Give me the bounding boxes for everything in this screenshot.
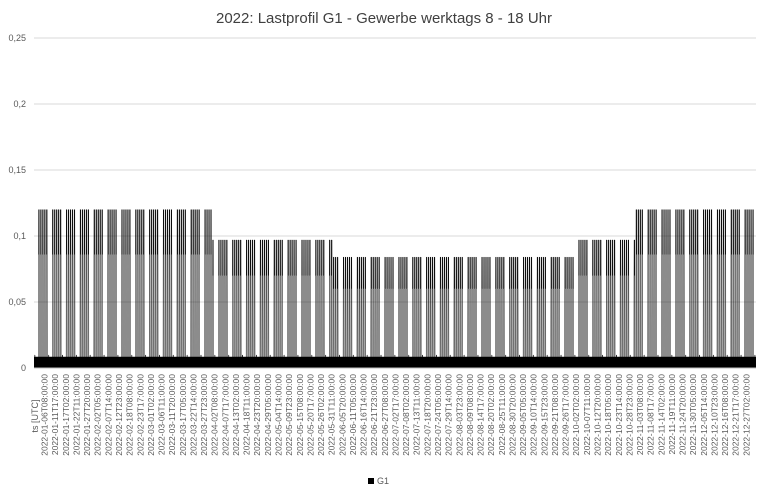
x-tick-label: 2022-07-02T17:00:00 bbox=[390, 374, 400, 456]
legend: G1 bbox=[368, 476, 389, 486]
x-tick-label: 2022-04-29T05:00:00 bbox=[263, 374, 273, 456]
x-tick-label: 2022-06-27T08:00:00 bbox=[380, 374, 390, 456]
x-tick-label: 2022-03-17T05:00:00 bbox=[178, 374, 188, 456]
x-tick-label: 2022-10-23T14:00:00 bbox=[614, 374, 624, 456]
x-tick-label: 2022-07-18T20:00:00 bbox=[422, 374, 432, 456]
x-tick-label: 2022-06-11T05:00:00 bbox=[348, 374, 358, 455]
x-tick-label: 2022-11-24T20:00:00 bbox=[678, 374, 688, 455]
y-axis-ticks: 0 0,05 0,1 0,15 0,2 0,25 bbox=[8, 33, 26, 373]
y-tick-label: 0,15 bbox=[8, 165, 26, 175]
x-tick-label: 2022-02-02T05:00:00 bbox=[93, 374, 103, 456]
series-base-band-g1 bbox=[34, 356, 756, 368]
x-tick-label: 2022-08-03T23:00:00 bbox=[454, 374, 464, 456]
x-tick-label: 2022-05-26T02:00:00 bbox=[316, 374, 326, 456]
chart-title: 2022: Lastprofil G1 - Gewerbe werktags 8… bbox=[216, 10, 552, 27]
x-tick-label: 2022-12-27T02:00:00 bbox=[741, 374, 751, 456]
x-tick-label: 2022-01-11T17:00:00 bbox=[50, 374, 60, 455]
x-tick-label: 2022-12-16T08:00:00 bbox=[720, 374, 730, 456]
x-tick-label: 2022-10-12T20:00:00 bbox=[592, 374, 602, 456]
x-tick-label: 2022-03-27T23:00:00 bbox=[199, 374, 209, 456]
y-tick-label: 0 bbox=[21, 363, 26, 373]
x-tick-label: 2022-04-13T02:00:00 bbox=[231, 374, 241, 456]
x-tick-label: 2022-12-05T14:00:00 bbox=[699, 374, 709, 456]
x-tick-label: 2022-10-02T02:00:00 bbox=[571, 374, 581, 456]
x-tick-label: 2022-09-10T14:00:00 bbox=[529, 374, 539, 456]
x-tick-label: 2022-03-01T02:00:00 bbox=[146, 374, 156, 456]
x-tick-label: 2022-04-07T17:00:00 bbox=[220, 374, 230, 456]
legend-swatch-g1 bbox=[368, 478, 374, 484]
x-tick-label: 2022-01-17T02:00:00 bbox=[61, 374, 71, 456]
x-tick-label: 2022-02-18T08:00:00 bbox=[125, 374, 135, 456]
x-tick-label: 2022-05-20T17:00:00 bbox=[305, 374, 315, 456]
x-tick-label: 2022-12-21T17:00:00 bbox=[731, 374, 741, 456]
x-tick-label: 2022-07-29T14:00:00 bbox=[444, 374, 454, 456]
gridlines bbox=[34, 37, 756, 303]
x-tick-label: 2022-08-25T11:00:00 bbox=[497, 374, 507, 455]
x-tick-label: 2022-03-06T11:00:00 bbox=[157, 374, 167, 455]
x-tick-label: 2022-01-22T11:00:00 bbox=[71, 374, 81, 455]
x-tick-label: 2022-04-18T11:00:00 bbox=[242, 374, 252, 455]
x-tick-label: 2022-10-28T23:00:00 bbox=[624, 374, 634, 456]
x-tick-label: 2022-05-31T11:00:00 bbox=[327, 374, 337, 455]
x-tick-label: 2022-04-02T08:00:00 bbox=[210, 374, 220, 456]
x-tick-label: 2022-07-24T05:00:00 bbox=[433, 374, 443, 456]
x-tick-label: 2022-06-05T20:00:00 bbox=[337, 374, 347, 456]
x-tick-label: 2022-08-30T20:00:00 bbox=[507, 374, 517, 456]
x-tick-label: 2022-09-05T05:00:00 bbox=[518, 374, 528, 456]
legend-label-g1: G1 bbox=[377, 476, 389, 486]
x-tick-label: 2022-09-21T08:00:00 bbox=[550, 374, 560, 456]
y-tick-label: 0,2 bbox=[13, 99, 26, 109]
x-tick-label: 2022-04-23T20:00:00 bbox=[252, 374, 262, 456]
x-tick-label: 2022-01-06T08:00:00 bbox=[40, 374, 50, 456]
x-tick-label: 2022-07-13T11:00:00 bbox=[412, 374, 422, 455]
y-tick-label: 0,05 bbox=[8, 297, 26, 307]
x-tick-label: 2022-02-12T23:00:00 bbox=[114, 374, 124, 456]
x-tick-label: 2022-11-19T11:00:00 bbox=[667, 374, 677, 455]
x-tick-label: 2022-05-04T14:00:00 bbox=[273, 374, 283, 456]
x-tick-label: 2022-10-07T11:00:00 bbox=[582, 374, 592, 455]
x-tick-label: 2022-05-09T23:00:00 bbox=[284, 374, 294, 456]
y-tick-label: 0,25 bbox=[8, 33, 26, 43]
x-axis-label: ts [UTC] bbox=[30, 400, 40, 433]
x-tick-label: 2022-03-22T14:00:00 bbox=[188, 374, 198, 456]
x-tick-label: 2022-08-09T08:00:00 bbox=[465, 374, 475, 456]
x-tick-label: 2022-10-18T05:00:00 bbox=[603, 374, 613, 456]
x-tick-label: 2022-08-14T17:00:00 bbox=[476, 374, 486, 456]
x-tick-label: 2022-03-11T20:00:00 bbox=[167, 374, 177, 455]
x-tick-label: 2022-11-14T02:00:00 bbox=[656, 374, 666, 455]
x-tick-label: 2022-11-08T17:00:00 bbox=[646, 374, 656, 455]
x-tick-label: 2022-11-03T08:00:00 bbox=[635, 374, 645, 455]
y-tick-label: 0,1 bbox=[13, 231, 26, 241]
series-line-g1 bbox=[34, 209, 756, 359]
x-axis-ticks: 2022-01-06T08:00:00 2022-01-11T17:00:00 20… bbox=[40, 374, 752, 456]
x-tick-label: 2022-09-15T23:00:00 bbox=[539, 374, 549, 456]
x-tick-label: 2022-12-10T23:00:00 bbox=[709, 374, 719, 456]
x-tick-label: 2022-11-30T05:00:00 bbox=[688, 374, 698, 455]
series-g1 bbox=[34, 209, 756, 368]
x-tick-label: 2022-08-20T02:00:00 bbox=[486, 374, 496, 456]
x-tick-label: 2022-06-16T14:00:00 bbox=[359, 374, 369, 456]
x-tick-label: 2022-07-08T02:00:00 bbox=[401, 374, 411, 456]
x-tick-label: 2022-01-27T20:00:00 bbox=[82, 374, 92, 456]
x-tick-label: 2022-05-15T08:00:00 bbox=[295, 374, 305, 456]
x-tick-label: 2022-02-23T17:00:00 bbox=[135, 374, 145, 456]
x-tick-label: 2022-09-26T17:00:00 bbox=[561, 374, 571, 456]
x-tick-label: 2022-02-07T14:00:00 bbox=[103, 374, 113, 456]
x-tick-label: 2022-06-21T23:00:00 bbox=[369, 374, 379, 456]
